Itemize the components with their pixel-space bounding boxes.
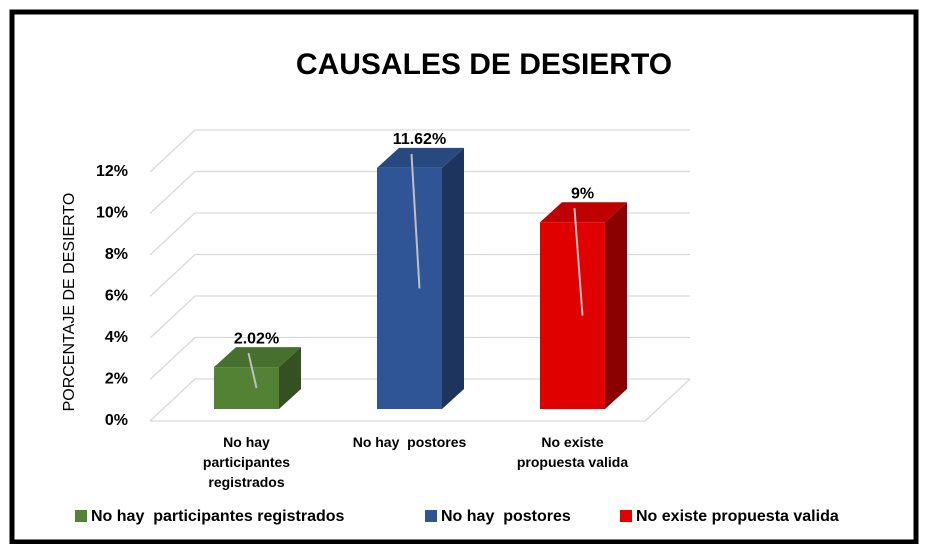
y-axis-label: PORCENTAJE DE DESIERTO xyxy=(61,193,78,412)
y-tick-label: 0% xyxy=(105,412,128,429)
x-tick-label: No existe propuesta valida xyxy=(516,434,629,470)
bar-top xyxy=(214,347,301,368)
grid-line xyxy=(149,212,690,256)
leader-line xyxy=(410,153,421,289)
bar-top xyxy=(540,202,627,223)
grid-line xyxy=(149,129,690,173)
legend-swatch xyxy=(425,510,437,522)
bar-front xyxy=(377,167,442,409)
frame xyxy=(9,9,919,544)
leader-line xyxy=(573,208,584,316)
legend-label: No hay postores xyxy=(441,508,571,525)
chart-title: CAUSALES DE DESIERTO xyxy=(296,48,672,81)
x-tick-label: No hay participantes registrados xyxy=(202,434,294,490)
bar xyxy=(377,147,464,409)
legend-label: No hay participantes registrados xyxy=(91,508,345,525)
bar-front xyxy=(214,367,279,409)
grid-line xyxy=(149,295,690,339)
legend-swatch xyxy=(75,510,87,522)
y-tick-label: 10% xyxy=(96,205,128,222)
grid-line xyxy=(149,378,690,422)
y-tick-label: 12% xyxy=(96,163,128,180)
data-label: 11.62% xyxy=(393,131,446,148)
bar-top xyxy=(377,147,464,168)
data-label: 9% xyxy=(571,185,594,202)
bar-front xyxy=(540,222,605,409)
x-tick-label: No hay postores xyxy=(352,434,467,450)
y-tick-label: 6% xyxy=(105,288,128,305)
floor-edge xyxy=(644,378,691,422)
bar-side xyxy=(605,202,627,409)
legend-label: No existe propuesta valida xyxy=(636,508,839,525)
y-tick-label: 8% xyxy=(105,246,128,263)
data-label: 2.02% xyxy=(234,330,279,347)
bar-side xyxy=(442,147,464,409)
bar-side xyxy=(279,347,301,409)
grid-line xyxy=(149,170,690,214)
bar xyxy=(540,202,627,409)
y-tick-label: 2% xyxy=(105,371,128,388)
y-tick-label: 4% xyxy=(105,329,128,346)
leader-line xyxy=(247,352,258,389)
grid-line xyxy=(149,253,690,297)
bar xyxy=(214,347,301,409)
grid-line xyxy=(149,336,690,380)
legend-swatch xyxy=(620,510,632,522)
